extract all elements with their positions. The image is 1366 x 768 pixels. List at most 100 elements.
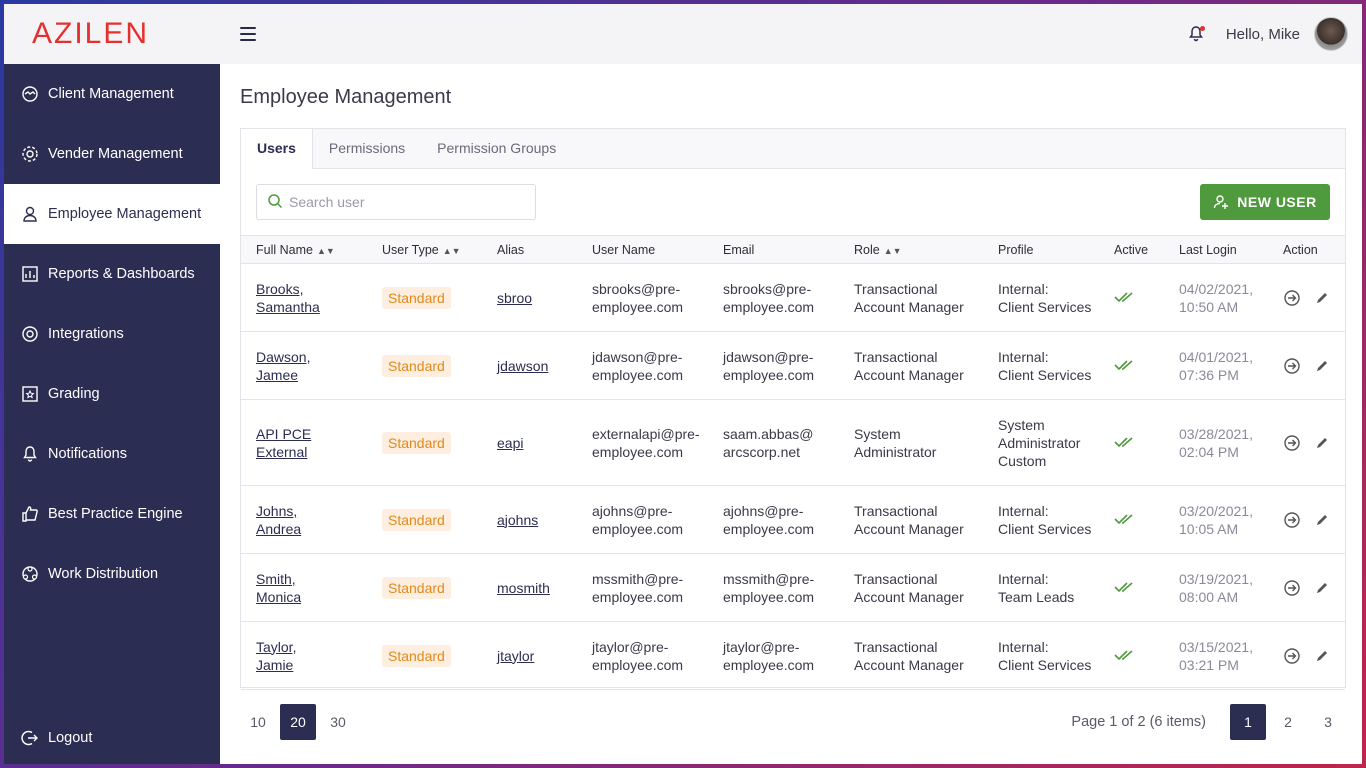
profile-cell: System Administrator Custom	[983, 399, 1099, 486]
role-cell: Transactional Account Manager	[839, 331, 983, 400]
login-as-icon[interactable]	[1283, 434, 1301, 452]
sidebar-item-vender-management[interactable]: Vender Management	[4, 124, 220, 184]
alias-link[interactable]: mosmith	[497, 579, 550, 596]
pagination-bar: 10 20 30 Page 1 of 2 (6 items) 1 2 3	[240, 704, 1346, 740]
role-cell: Transactional Account Manager	[839, 621, 983, 690]
last-login-cell: 04/01/2021, 07:36 PM	[1164, 331, 1268, 400]
logout-icon	[20, 728, 40, 748]
search-box[interactable]	[256, 184, 536, 220]
sidebar-item-notifications[interactable]: Notifications	[4, 424, 220, 484]
email-cell: sbrooks@pre-employee.com	[708, 263, 839, 332]
tab-users[interactable]: Users	[241, 129, 313, 169]
alias-link[interactable]: sbroo	[497, 289, 533, 306]
search-input[interactable]	[289, 194, 529, 210]
profile-cell: Internal: Client Services	[983, 485, 1099, 554]
new-user-button[interactable]: NEW USER	[1200, 184, 1330, 220]
tab-bar: Users Permissions Permission Groups	[241, 129, 1345, 169]
table-row: API PCE External Standard eapi externalap…	[241, 399, 1345, 486]
user-type-badge: Standard	[382, 644, 451, 667]
tab-permissions[interactable]: Permissions	[328, 140, 406, 156]
user-type-badge: Standard	[382, 508, 451, 531]
pagination-info: Page 1 of 2 (6 items)	[1071, 714, 1206, 730]
page-size-selector: 10 20 30	[240, 704, 360, 740]
column-header-user-type[interactable]: User Type ▲▼	[367, 235, 482, 264]
logout-label: Logout	[48, 730, 93, 746]
user-name-link[interactable]: Dawson, Jamee	[256, 348, 311, 383]
search-icon	[267, 193, 283, 212]
user-name-link[interactable]: Brooks, Samantha	[256, 280, 320, 315]
alias-link[interactable]: ajohns	[497, 511, 539, 528]
person-icon	[20, 204, 40, 224]
column-header-full-name[interactable]: Full Name ▲▼	[241, 235, 367, 264]
column-header-role[interactable]: Role ▲▼	[839, 235, 983, 264]
user-name-link[interactable]: Taylor, Jamie	[256, 638, 297, 673]
logo-text: AZILEN	[32, 17, 150, 50]
login-as-icon[interactable]	[1283, 357, 1301, 375]
alias-link[interactable]: jtaylor	[497, 647, 535, 664]
logo[interactable]: AZILEN	[4, 4, 220, 64]
tab-permission-groups[interactable]: Permission Groups	[437, 140, 557, 156]
notification-dot	[1199, 26, 1205, 31]
sidebar-item-best-practice-engine[interactable]: Best Practice Engine	[4, 484, 220, 544]
table-row: Johns, Andrea Standard ajohns ajohns@pre-…	[241, 485, 1345, 554]
app-frame: AZILEN Hello, Mike Client Management Ven…	[4, 4, 1362, 764]
sidebar-item-grading[interactable]: Grading	[4, 364, 220, 424]
page-buttons: 1 2 3	[1226, 704, 1346, 740]
active-check-icon	[1114, 290, 1136, 306]
users-table: Full Name ▲▼ User Type ▲▼ Alias User Name …	[241, 235, 1345, 690]
active-check-icon	[1114, 648, 1136, 664]
sidebar-item-label: Employee Management	[48, 206, 202, 222]
user-type-badge: Standard	[382, 431, 451, 454]
user-type-badge: Standard	[382, 354, 451, 377]
user-greeting: Hello, Mike	[1225, 25, 1300, 43]
sort-icon[interactable]: ▲▼	[883, 245, 902, 256]
user-type-badge: Standard	[382, 286, 451, 309]
alias-link[interactable]: eapi	[497, 434, 524, 451]
sidebar-item-employee-management[interactable]: Employee Management	[4, 184, 220, 244]
page-size-10[interactable]: 10	[250, 714, 266, 730]
login-as-icon[interactable]	[1283, 647, 1301, 665]
edit-icon[interactable]	[1313, 511, 1331, 529]
username-cell: sbrooks@pre-employee.com	[577, 263, 708, 332]
edit-icon[interactable]	[1313, 289, 1331, 307]
sort-icon[interactable]: ▲▼	[316, 245, 335, 256]
profile-cell: Internal: Team Leads	[983, 553, 1099, 622]
user-name-link[interactable]: Johns, Andrea	[256, 502, 302, 537]
page-3-button[interactable]: 3	[1324, 714, 1332, 730]
page-size-30[interactable]: 30	[330, 714, 346, 730]
logout-button[interactable]: Logout	[4, 712, 220, 764]
avatar[interactable]	[1314, 17, 1348, 51]
edit-icon[interactable]	[1313, 579, 1331, 597]
last-login-cell: 03/20/2021, 10:05 AM	[1164, 485, 1268, 554]
sidebar-item-integrations[interactable]: Integrations	[4, 304, 220, 364]
notification-bell-icon[interactable]	[1186, 24, 1206, 44]
login-as-icon[interactable]	[1283, 579, 1301, 597]
page-2-button[interactable]: 2	[1284, 714, 1292, 730]
gear-icon	[20, 144, 40, 164]
user-name-link[interactable]: Smith, Monica	[256, 570, 302, 605]
username-cell: jtaylor@pre-employee.com	[577, 621, 708, 690]
sidebar-item-reports-dashboards[interactable]: Reports & Dashboards	[4, 244, 220, 304]
login-as-icon[interactable]	[1283, 289, 1301, 307]
sidebar-item-work-distribution[interactable]: Work Distribution	[4, 544, 220, 604]
alias-link[interactable]: jdawson	[497, 357, 549, 374]
users-card: Users Permissions Permission Groups NEW …	[240, 128, 1346, 690]
page-size-20[interactable]: 20	[280, 704, 316, 740]
username-cell: externalapi@pre-employee.com	[577, 399, 708, 486]
page-1-button[interactable]: 1	[1230, 704, 1266, 740]
profile-cell: Internal: Client Services	[983, 331, 1099, 400]
sidebar-item-client-management[interactable]: Client Management	[4, 64, 220, 124]
sidebar-item-label: Client Management	[48, 86, 174, 102]
user-name-link[interactable]: API PCE External	[256, 425, 312, 460]
email-cell: mssmith@pre-employee.com	[708, 553, 839, 622]
page-title: Employee Management	[240, 86, 452, 108]
username-cell: mssmith@pre-employee.com	[577, 553, 708, 622]
edit-icon[interactable]	[1313, 647, 1331, 665]
edit-icon[interactable]	[1313, 357, 1331, 375]
user-area: Hello, Mike	[1186, 17, 1362, 51]
menu-toggle-icon[interactable]	[240, 27, 256, 41]
sidebar-item-label: Work Distribution	[48, 566, 159, 582]
edit-icon[interactable]	[1313, 434, 1331, 452]
login-as-icon[interactable]	[1283, 511, 1301, 529]
sort-icon[interactable]: ▲▼	[442, 245, 461, 256]
